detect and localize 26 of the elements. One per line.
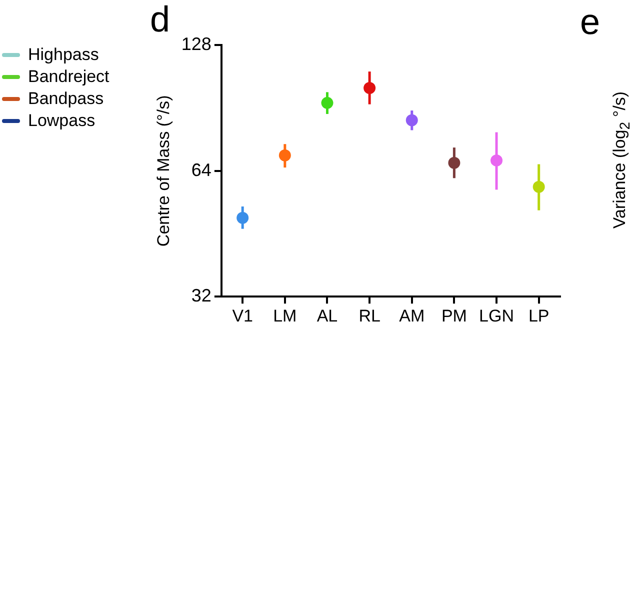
point: [490, 154, 503, 166]
x-tick-label: LGN: [479, 306, 514, 326]
legend-label: Bandpass: [28, 89, 104, 109]
legend-label: Lowpass: [28, 111, 96, 131]
chart-title: d: [150, 0, 170, 40]
text: e: [580, 1, 600, 42]
point: [532, 180, 545, 193]
legend-label: Bandreject: [28, 67, 110, 87]
x-tick-label: AM: [399, 306, 425, 326]
point: [278, 149, 291, 162]
x-tick-label: PM: [441, 306, 467, 326]
legend-label: Highpass: [28, 45, 99, 65]
x-tick-label: LM: [273, 306, 297, 326]
x-tick-label: AL: [316, 306, 338, 326]
x-tick-label: LP: [528, 306, 550, 326]
point: [321, 96, 334, 109]
point: [236, 212, 249, 224]
y-tick-label: 64: [191, 160, 212, 180]
point: [448, 156, 460, 169]
x-tick-label: V1: [232, 306, 253, 326]
y-axis-title: Centre of Mass (°/s): [154, 95, 173, 247]
x-tick-label: RL: [358, 306, 380, 326]
y-tick-label: 128: [181, 34, 212, 54]
y-tick-label: 32: [191, 286, 212, 306]
point: [406, 114, 418, 126]
point: [364, 82, 376, 94]
